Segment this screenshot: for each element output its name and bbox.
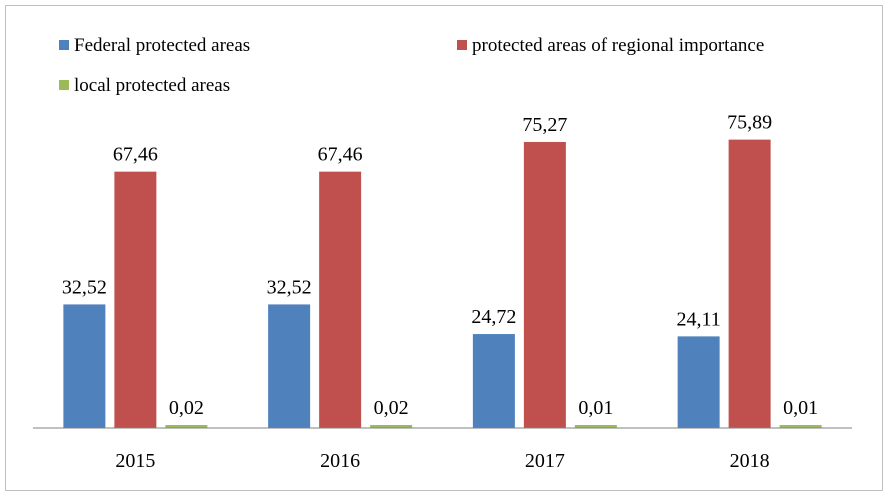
bar-2016-series-3 (370, 425, 413, 428)
bar-2017-series-2 (523, 141, 566, 428)
x-tick-label-2015: 2015 (115, 450, 155, 472)
bar-2016-series-2 (319, 171, 362, 429)
bar-2016-series-1 (268, 304, 311, 428)
bar-2018-series-3 (779, 425, 822, 428)
bar-2015-series-3 (165, 425, 208, 428)
data-label-2015-series-1: 32,52 (62, 276, 107, 298)
data-label-2018-series-2: 75,89 (727, 112, 772, 134)
data-label-2017-series-1: 24,72 (471, 306, 516, 328)
legend-label-regional: protected areas of regional importance (472, 35, 764, 56)
chart-frame: Federal protected areas protected areas … (5, 5, 883, 491)
bar-2017-series-3 (574, 425, 617, 428)
data-label-2015-series-2: 67,46 (113, 144, 158, 166)
bar-2018-series-1 (677, 336, 720, 428)
data-label-2016-series-2: 67,46 (318, 144, 363, 166)
legend-swatch-local (59, 80, 69, 90)
data-label-2016-series-3: 0,02 (374, 397, 409, 419)
chart-svg: Federal protected areas protected areas … (33, 35, 852, 472)
bar-2018-series-2 (728, 139, 771, 429)
legend-label-local: local protected areas (74, 75, 230, 96)
legend-swatch-federal (59, 40, 69, 50)
legend: Federal protected areas protected areas … (59, 35, 764, 96)
data-label-2017-series-3: 0,01 (578, 397, 613, 419)
bar-2017-series-1 (472, 334, 515, 428)
plot-area: 32,52 67,46 0,02 2015 32,52 67,46 0,02 2016 24,7… (62, 112, 822, 472)
data-label-2018-series-1: 24,11 (676, 308, 720, 330)
legend-swatch-regional (457, 40, 467, 50)
legend-label-federal: Federal protected areas (74, 35, 250, 56)
x-tick-label-2016: 2016 (320, 450, 360, 472)
bar-2015-series-2 (114, 171, 157, 429)
data-label-2018-series-3: 0,01 (783, 397, 818, 419)
x-tick-label-2017: 2017 (525, 450, 565, 472)
data-label-2015-series-3: 0,02 (169, 397, 204, 419)
data-label-2017-series-2: 75,27 (522, 114, 567, 136)
bar-2015-series-1 (63, 304, 106, 428)
x-tick-label-2018: 2018 (730, 450, 770, 472)
data-label-2016-series-1: 32,52 (267, 276, 312, 298)
